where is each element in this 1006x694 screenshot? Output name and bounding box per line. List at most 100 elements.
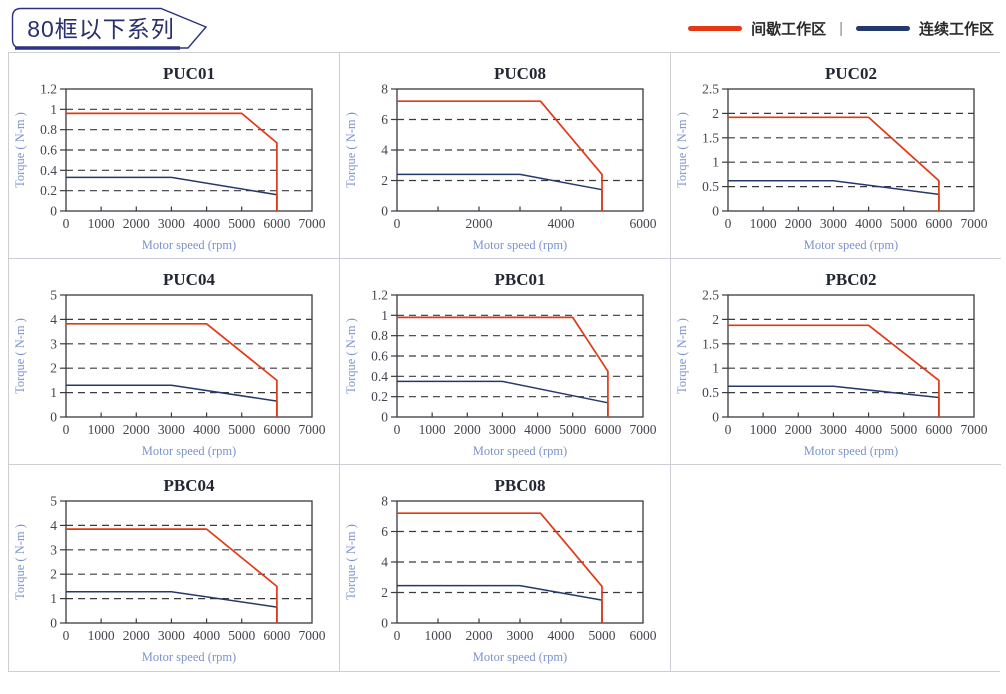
y-tick-label: 1.2 (40, 81, 57, 96)
legend-item-continuous: 连续工作区 (855, 18, 994, 39)
x-tick-label: 5000 (228, 216, 255, 231)
x-tick-label: 1000 (425, 628, 452, 643)
y-tick-label: 1 (50, 101, 57, 116)
x-tick-label: 6000 (630, 628, 657, 643)
chart-PBC08: 0 2 4 6 8 0 1000 2000 3000 4000 5000 6000 PBC08 Torqu… (344, 476, 657, 664)
y-tick-label: 0 (381, 409, 388, 424)
y-tick-label: 6 (381, 524, 388, 539)
y-tick-label: 1.5 (702, 336, 719, 351)
intermittent-line-swatch (688, 25, 743, 31)
y-tick-label: 8 (381, 81, 388, 96)
x-tick-label: 2000 (454, 422, 481, 437)
y-tick-label: 1 (712, 360, 719, 375)
x-tick-label: 1000 (750, 422, 777, 437)
chart-PUC01: 0 0.2 0.4 0.6 0.8 1 1.2 0 1000 2000 3000 4000 5000 60… (13, 64, 326, 252)
y-tick-label: 4 (381, 555, 388, 570)
chart-cell-PUC08: 0 2 4 6 8 0 2000 4000 6000 PUC08 Torque ( N-m ) Mot… (340, 53, 671, 259)
chart-title: PUC08 (494, 64, 546, 83)
y-tick-label: 3 (50, 336, 57, 351)
y-tick-label: 1 (381, 307, 388, 322)
page-header: 80框以下系列 间歇工作区 | 连续工作区 (0, 0, 1006, 52)
y-tick-label: 8 (381, 494, 388, 509)
y-tick-label: 1 (712, 154, 719, 169)
empty-cell (671, 465, 1001, 671)
y-axis-label: Torque ( N-m ) (344, 318, 358, 394)
series-continuous (66, 384, 278, 417)
x-axis-label: Motor speed (rpm) (473, 238, 567, 252)
series-continuous (397, 584, 603, 623)
x-axis-label: Motor speed (rpm) (804, 444, 898, 458)
x-axis-label: Motor speed (rpm) (473, 650, 567, 664)
series-intermittent (728, 323, 940, 417)
series-badge: 80框以下系列 (10, 7, 210, 50)
series-badge-outline (11, 7, 208, 50)
chart-cell-PUC01: 0 0.2 0.4 0.6 0.8 1 1.2 0 1000 2000 3000 4000 5000 60… (9, 53, 340, 259)
x-tick-label: 7000 (299, 422, 326, 437)
x-tick-label: 3000 (158, 422, 185, 437)
x-tick-label: 0 (63, 422, 70, 437)
chart-title: PBC04 (164, 476, 216, 495)
x-tick-label: 0 (394, 216, 401, 231)
y-axis-label: Torque ( N-m ) (675, 112, 689, 188)
plot-frame (727, 293, 975, 418)
x-tick-label: 4000 (524, 422, 551, 437)
x-tick-label: 6000 (925, 422, 952, 437)
x-tick-label: 1000 (419, 422, 446, 437)
chart-title: PUC01 (163, 64, 215, 83)
x-tick-label: 4000 (193, 216, 220, 231)
x-tick-label: 1000 (88, 216, 115, 231)
chart-grid: 0 0.2 0.4 0.6 0.8 1 1.2 0 1000 2000 3000 4000 5000 60… (8, 52, 1001, 672)
x-tick-label: 6000 (925, 216, 952, 231)
y-tick-label: 2.5 (702, 287, 719, 302)
series-continuous (397, 380, 609, 417)
y-axis-label: Torque ( N-m ) (13, 318, 27, 394)
chart-cell-PBC02: 0 0.5 1 1.5 2 2.5 0 1000 2000 3000 4000 5000 6000 700… (671, 259, 1001, 465)
y-tick-label: 0.4 (40, 162, 57, 177)
plot-frame (65, 293, 313, 418)
series-continuous (728, 385, 940, 417)
x-tick-label: 3000 (489, 422, 516, 437)
y-tick-label: 3 (50, 542, 57, 557)
x-tick-label: 0 (63, 628, 70, 643)
x-tick-label: 0 (63, 216, 70, 231)
y-tick-label: 0.6 (371, 348, 388, 363)
chart-PUC08: 0 2 4 6 8 0 2000 4000 6000 PUC08 Torque ( N-m ) Mot… (344, 64, 657, 252)
x-tick-label: 2000 (123, 216, 150, 231)
y-axis-label: Torque ( N-m ) (13, 524, 27, 600)
x-tick-label: 3000 (158, 216, 185, 231)
x-tick-label: 5000 (890, 422, 917, 437)
series-intermittent (66, 322, 278, 417)
series-badge-label: 80框以下系列 (27, 16, 175, 42)
x-tick-label: 5000 (890, 216, 917, 231)
x-tick-label: 4000 (548, 628, 575, 643)
x-tick-label: 6000 (594, 422, 621, 437)
x-axis-label: Motor speed (rpm) (142, 238, 236, 252)
x-tick-label: 2000 (466, 216, 493, 231)
y-tick-label: 0.8 (40, 122, 57, 137)
x-axis-label: Motor speed (rpm) (142, 650, 236, 664)
x-tick-label: 3000 (820, 216, 847, 231)
x-tick-label: 5000 (589, 628, 616, 643)
chart-PBC02: 0 0.5 1 1.5 2 2.5 0 1000 2000 3000 4000 5000 6000 700… (675, 270, 988, 458)
x-tick-label: 3000 (820, 422, 847, 437)
x-tick-label: 3000 (158, 628, 185, 643)
x-axis-label: Motor speed (rpm) (142, 444, 236, 458)
x-tick-label: 6000 (263, 628, 290, 643)
x-tick-label: 5000 (228, 422, 255, 437)
chart-cell-PUC02: 0 0.5 1 1.5 2 2.5 0 1000 2000 3000 4000 5000 6000 700… (671, 53, 1001, 259)
y-tick-label: 2 (712, 311, 719, 326)
x-tick-label: 1000 (750, 216, 777, 231)
y-tick-label: 2.5 (702, 81, 719, 96)
y-tick-label: 0 (381, 203, 388, 218)
x-tick-label: 5000 (559, 422, 586, 437)
x-tick-label: 2000 (785, 422, 812, 437)
series-intermittent (728, 115, 940, 211)
x-tick-label: 4000 (855, 216, 882, 231)
y-tick-label: 2 (381, 585, 388, 600)
y-tick-label: 1.2 (371, 287, 388, 302)
chart-PUC04: 0 1 2 3 4 5 0 1000 2000 3000 4000 5000 6000 7000 PUC04… (13, 270, 326, 458)
chart-title: PUC02 (825, 64, 877, 83)
chart-title: PBC08 (495, 476, 546, 495)
x-axis-label: Motor speed (rpm) (473, 444, 567, 458)
series-continuous (728, 179, 940, 211)
